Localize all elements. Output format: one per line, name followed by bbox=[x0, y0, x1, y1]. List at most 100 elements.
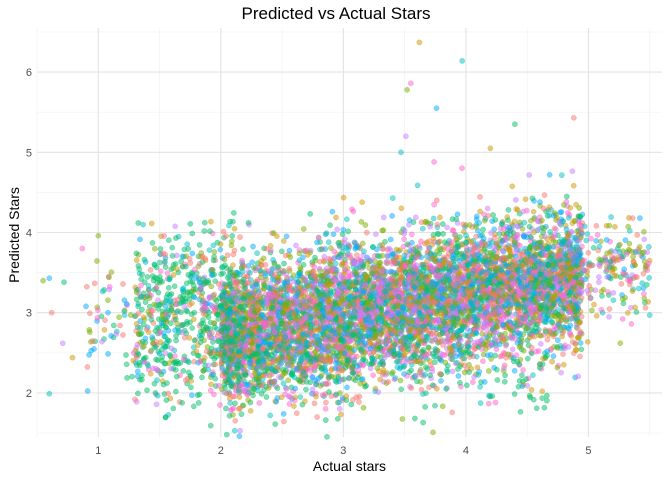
data-point bbox=[322, 231, 329, 238]
data-point bbox=[430, 215, 437, 222]
data-point bbox=[349, 206, 355, 213]
data-point bbox=[530, 372, 536, 378]
data-point bbox=[286, 247, 293, 254]
data-point bbox=[526, 172, 533, 178]
data-point bbox=[315, 234, 322, 241]
data-point bbox=[517, 242, 523, 249]
data-point bbox=[383, 259, 390, 266]
data-point bbox=[311, 400, 318, 407]
data-point bbox=[375, 353, 381, 360]
data-point bbox=[485, 368, 492, 374]
data-point bbox=[577, 353, 583, 360]
data-point bbox=[220, 270, 226, 277]
data-point bbox=[356, 399, 362, 405]
data-point bbox=[541, 192, 548, 198]
data-point bbox=[392, 375, 399, 381]
data-point bbox=[380, 214, 387, 221]
data-point bbox=[322, 246, 329, 252]
data-point bbox=[418, 386, 425, 393]
data-point bbox=[271, 261, 278, 267]
data-point bbox=[484, 205, 491, 212]
data-point bbox=[546, 171, 553, 178]
data-point bbox=[223, 431, 230, 438]
data-point bbox=[490, 212, 496, 218]
data-point bbox=[290, 272, 297, 279]
data-point bbox=[250, 392, 256, 399]
data-point bbox=[563, 226, 570, 232]
data-point bbox=[363, 229, 370, 236]
data-point bbox=[232, 417, 238, 424]
data-point bbox=[423, 239, 430, 246]
data-point bbox=[558, 369, 564, 376]
data-point bbox=[467, 222, 473, 228]
data-points bbox=[40, 39, 653, 440]
data-point bbox=[547, 229, 554, 235]
data-point bbox=[419, 261, 426, 268]
data-point bbox=[296, 250, 303, 257]
data-point bbox=[262, 262, 269, 268]
data-point bbox=[509, 346, 516, 353]
data-point bbox=[345, 228, 352, 235]
data-point bbox=[377, 376, 383, 383]
data-point bbox=[389, 213, 395, 219]
data-point bbox=[471, 339, 478, 346]
data-point bbox=[353, 394, 360, 400]
data-point bbox=[230, 405, 237, 412]
data-point bbox=[437, 214, 443, 221]
data-point bbox=[387, 236, 394, 243]
data-point bbox=[416, 243, 423, 250]
data-point bbox=[274, 233, 280, 239]
data-point bbox=[519, 225, 526, 232]
data-point bbox=[513, 206, 520, 212]
data-point bbox=[324, 433, 330, 440]
data-point bbox=[367, 365, 374, 372]
data-point bbox=[254, 250, 260, 256]
data-point bbox=[578, 346, 585, 353]
data-point bbox=[374, 252, 381, 259]
data-point bbox=[303, 386, 309, 393]
data-point bbox=[436, 238, 443, 245]
data-point bbox=[256, 400, 263, 406]
data-point bbox=[419, 225, 426, 232]
data-point bbox=[513, 197, 519, 203]
data-point bbox=[269, 276, 276, 282]
data-point bbox=[558, 236, 565, 243]
data-point bbox=[287, 254, 294, 260]
data-point bbox=[439, 221, 446, 227]
data-point bbox=[439, 403, 446, 410]
data-point bbox=[250, 243, 256, 250]
data-point bbox=[570, 182, 577, 189]
data-point bbox=[471, 374, 477, 380]
data-point bbox=[236, 394, 243, 400]
data-point bbox=[451, 232, 458, 238]
data-point bbox=[278, 394, 285, 401]
data-point bbox=[511, 367, 518, 374]
data-point bbox=[286, 401, 293, 407]
data-point bbox=[278, 248, 285, 255]
data-point bbox=[293, 242, 299, 249]
data-point bbox=[432, 359, 438, 366]
data-point bbox=[565, 210, 571, 216]
data-point bbox=[232, 400, 238, 407]
data-point bbox=[449, 409, 456, 416]
data-point bbox=[447, 292, 454, 299]
data-point bbox=[291, 403, 297, 409]
data-point bbox=[429, 241, 436, 248]
data-point bbox=[325, 239, 332, 245]
data-point bbox=[389, 195, 396, 201]
data-point bbox=[314, 414, 320, 420]
data-point bbox=[560, 328, 567, 334]
data-point bbox=[307, 211, 314, 217]
data-point bbox=[506, 244, 513, 251]
data-point bbox=[449, 227, 456, 233]
data-point bbox=[329, 208, 336, 215]
data-point bbox=[434, 221, 441, 228]
data-point bbox=[500, 230, 507, 237]
data-point bbox=[317, 246, 323, 253]
data-point bbox=[502, 372, 508, 379]
data-point bbox=[528, 387, 535, 393]
data-point bbox=[343, 216, 350, 222]
data-point bbox=[247, 407, 254, 414]
data-point bbox=[249, 259, 255, 266]
